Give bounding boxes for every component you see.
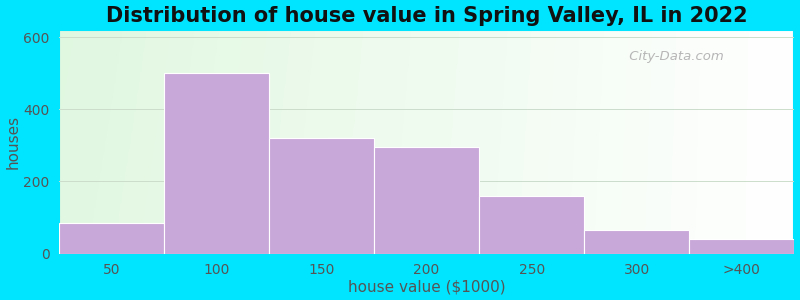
Bar — [269, 138, 374, 254]
Text: City-Data.com: City-Data.com — [626, 50, 724, 63]
Bar — [58, 223, 164, 254]
Bar — [690, 239, 794, 254]
Bar — [164, 73, 269, 254]
Y-axis label: houses: houses — [6, 115, 21, 169]
X-axis label: house value ($1000): house value ($1000) — [348, 279, 506, 294]
Bar — [374, 147, 479, 254]
Title: Distribution of house value in Spring Valley, IL in 2022: Distribution of house value in Spring Va… — [106, 6, 747, 26]
Bar — [584, 230, 690, 253]
Bar — [479, 196, 584, 254]
